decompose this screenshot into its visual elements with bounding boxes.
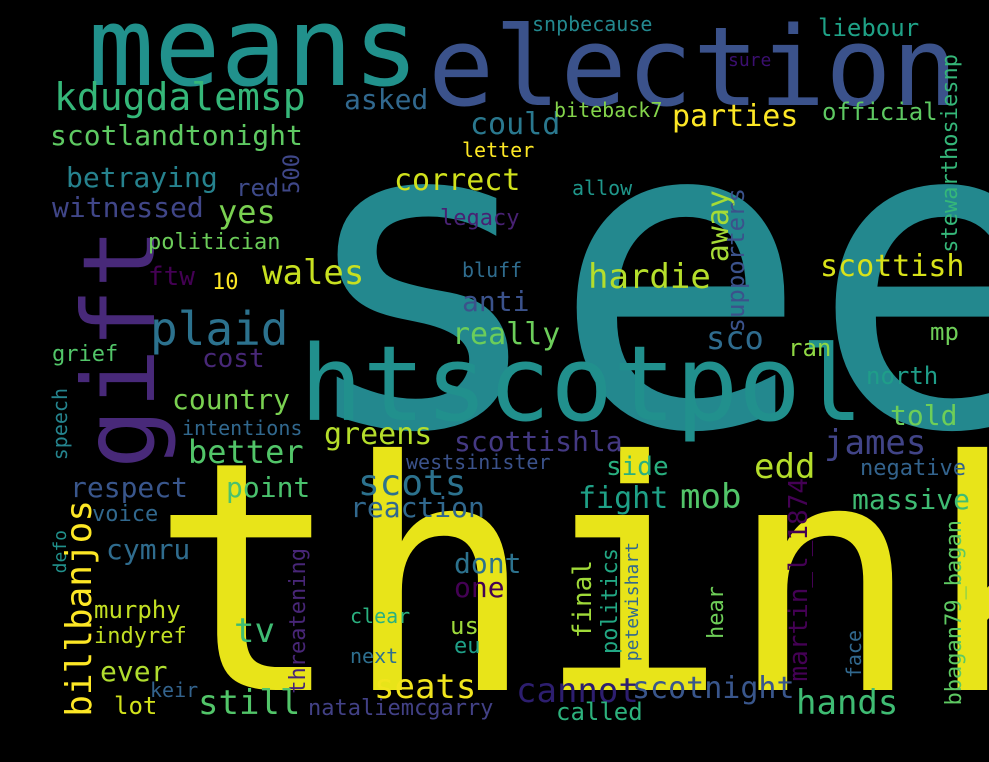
- word-country: country: [172, 383, 291, 416]
- word-scottish: scottish: [820, 249, 965, 284]
- word-politics: politics: [598, 548, 623, 654]
- word-north: north: [866, 362, 939, 390]
- word-plaid: plaid: [150, 302, 289, 356]
- word-hear: hear: [704, 586, 729, 639]
- word-official: official: [822, 98, 938, 126]
- word-anti: anti: [462, 285, 530, 318]
- word-voice: voice: [92, 502, 159, 527]
- word-clear: clear: [350, 604, 411, 628]
- word-greens: greens: [324, 417, 433, 452]
- word-sure: sure: [728, 50, 772, 71]
- word-sco: sco: [706, 319, 764, 357]
- word-scotlandtonight: scotlandtonight: [50, 119, 303, 152]
- word-negative: negative: [860, 456, 966, 481]
- word-cymru: cymru: [106, 533, 191, 566]
- word-billbanjos: billbanjos: [59, 500, 100, 717]
- word-snpbecause: snpbecause: [532, 12, 653, 36]
- word-murphy: murphy: [94, 596, 181, 624]
- word-seats: seats: [374, 667, 477, 707]
- word-petewishart: petewishart: [622, 542, 643, 662]
- word-ftw: ftw: [148, 262, 195, 292]
- word-10: 10: [212, 270, 239, 295]
- word-asked: asked: [344, 83, 429, 116]
- word-think: think: [150, 394, 989, 762]
- word-means: means: [88, 0, 420, 111]
- word-face: face: [842, 630, 866, 679]
- word-letter: letter: [462, 138, 535, 162]
- word-fight: fight: [578, 481, 669, 516]
- word-cost: cost: [202, 344, 265, 374]
- word-threatening: threatening: [286, 548, 311, 694]
- word-mob: mob: [680, 477, 742, 517]
- word-ever: ever: [100, 655, 168, 688]
- word-politician: politician: [148, 230, 281, 255]
- word-scotnight: scotnight: [632, 671, 795, 706]
- word-better: better: [188, 433, 304, 471]
- word-yes: yes: [218, 193, 276, 231]
- word-tv: tv: [234, 611, 275, 651]
- word-called: called: [556, 698, 643, 726]
- word-final: final: [568, 560, 598, 639]
- word-point: point: [226, 471, 311, 504]
- word-next: next: [350, 644, 399, 668]
- word-really: really: [452, 317, 561, 352]
- word-bluff: bluff: [462, 258, 523, 282]
- word-side: side: [606, 452, 669, 482]
- word-told: told: [890, 399, 958, 432]
- word-speech: speech: [48, 388, 72, 461]
- word-massive: massive: [852, 483, 971, 516]
- word-could: could: [470, 107, 561, 142]
- word-scottishla: scottishla: [454, 425, 623, 458]
- word-dont: dont: [454, 547, 522, 580]
- word-nataliemcgarry: nataliemcgarry: [308, 696, 494, 721]
- word-stewarthosiesnp: stewarthosiesnp: [938, 54, 963, 253]
- word-liebour: liebour: [818, 14, 920, 42]
- word-hands: hands: [796, 683, 899, 723]
- word-still: still: [198, 683, 301, 723]
- word-red: red: [236, 174, 280, 202]
- word-betraying: betraying: [66, 161, 218, 194]
- word-election: election: [428, 3, 958, 131]
- word-grief: grief: [52, 342, 119, 367]
- word-indyref: indyref: [94, 624, 187, 649]
- word-legacy: legacy: [440, 206, 520, 231]
- word-mp: mp: [930, 318, 959, 346]
- word-respect: respect: [70, 471, 189, 504]
- word-correct: correct: [394, 163, 521, 198]
- word-hardie: hardie: [588, 257, 711, 297]
- word-reaction: reaction: [350, 491, 485, 524]
- word-htscotpol: htscotpol: [300, 323, 864, 445]
- word-supporters: supporters: [722, 188, 750, 333]
- word-cannot: cannot: [516, 671, 639, 711]
- word-kdugdalemsp: kdugdalemsp: [54, 75, 306, 119]
- word-parties: parties: [672, 99, 799, 134]
- word-martin_l_1874: martin_l_1874: [784, 478, 814, 682]
- word-james: james: [824, 423, 927, 463]
- word-scots: scots: [358, 463, 467, 504]
- word-wales: wales: [262, 253, 365, 293]
- word-witnessed: witnessed: [52, 191, 204, 224]
- word-allow: allow: [572, 176, 633, 200]
- word-bbagan79_bagan: bbagan79_bagan: [942, 520, 967, 706]
- word-500: 500: [280, 154, 305, 194]
- word-see: see: [292, 27, 989, 527]
- word-lot: lot: [114, 692, 158, 720]
- word-ran: ran: [788, 334, 832, 362]
- word-eu: eu: [454, 634, 481, 659]
- word-intentions: intentions: [182, 416, 303, 440]
- word-westsinister: westsinister: [406, 450, 551, 474]
- word-one: one: [454, 571, 505, 604]
- word-biteback7: biteback7: [554, 98, 663, 122]
- word-keir: keir: [150, 678, 199, 702]
- word-us: us: [450, 612, 479, 640]
- word-edd: edd: [754, 447, 816, 487]
